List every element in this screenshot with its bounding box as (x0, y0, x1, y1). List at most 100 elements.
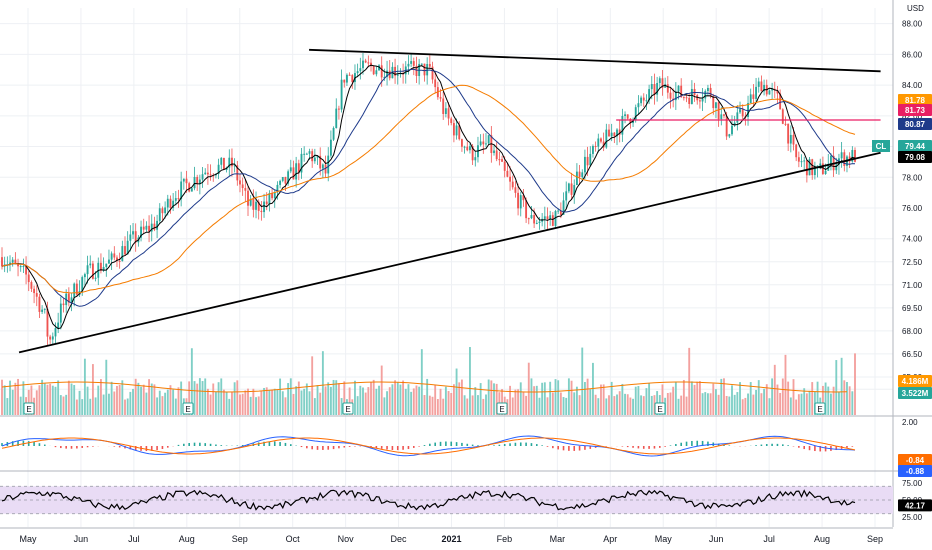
volume-bar (228, 398, 231, 415)
volume-bar (354, 380, 356, 415)
volume-bar (113, 391, 116, 415)
volume-bar (378, 385, 380, 415)
candle-body (164, 207, 167, 214)
candle-body (410, 61, 413, 64)
macd-histogram-bar (594, 446, 597, 448)
volume-bar (469, 347, 471, 415)
candle-body (650, 83, 653, 90)
candle-body (658, 78, 661, 84)
volume-bar (271, 389, 274, 415)
macd-histogram-bar (626, 446, 629, 448)
candle-body (148, 225, 151, 232)
price-tick-label: 66.50 (902, 350, 923, 359)
volume-bar (30, 385, 33, 415)
candle-body (118, 260, 121, 262)
candle-body (158, 208, 161, 221)
volume-bar (701, 393, 704, 415)
price-tag: 79.44 (898, 140, 932, 152)
volume-bar (485, 394, 487, 415)
macd-histogram-bar (455, 442, 458, 446)
candle-body (51, 336, 54, 340)
volume-bar (121, 380, 124, 415)
macd-histogram-bar (669, 445, 672, 446)
macd-histogram-bar (332, 446, 335, 450)
volume-bar (490, 380, 493, 415)
candle-body (161, 208, 164, 214)
candle-body (749, 94, 752, 104)
macd-histogram-bar (814, 446, 816, 452)
candle-body (661, 78, 664, 88)
volume-bar (150, 383, 153, 415)
candle-body (105, 263, 108, 268)
earnings-marker-box (496, 402, 508, 415)
candle-body (236, 165, 239, 181)
volume-bar (501, 389, 503, 415)
candle-body (378, 65, 380, 71)
volume-bar (404, 388, 407, 415)
candle-body (335, 108, 338, 128)
volume-bar (538, 397, 541, 415)
candle-body (501, 159, 503, 162)
volume-bar (479, 383, 482, 415)
volume-bar (827, 386, 830, 415)
volume-bar (509, 385, 511, 415)
price-tag-box (898, 104, 932, 116)
candle-body (46, 308, 49, 337)
volume-bar (731, 385, 733, 415)
candle-body (57, 322, 60, 329)
volume-bar (255, 397, 257, 415)
volume-bar (455, 368, 458, 415)
macd-line (1, 435, 856, 457)
volume-bar (204, 378, 207, 415)
volume-bar (463, 395, 466, 415)
candle-body (715, 102, 717, 109)
volume-bar (51, 385, 54, 415)
candle-body (511, 181, 514, 188)
volume-bar (838, 391, 840, 415)
candle-body (241, 184, 244, 189)
macd-histogram-bar (113, 446, 116, 447)
candle-body (415, 65, 418, 76)
volume-bar (720, 378, 723, 415)
earnings-marker-label: E (817, 405, 822, 414)
candle-body (287, 171, 290, 184)
volume-bar (410, 391, 413, 415)
candle-body (356, 71, 359, 74)
volume-bar (525, 395, 528, 415)
price-tick-label: 84.00 (902, 81, 923, 90)
price-tick-label: 76.00 (902, 204, 923, 213)
candle-body (717, 102, 720, 120)
volume-bar (300, 390, 303, 415)
candle-body (757, 81, 760, 87)
volume-bar (1, 379, 3, 415)
volume-bar (830, 393, 832, 415)
volume-bar (142, 384, 145, 415)
volume-bar (487, 379, 490, 415)
candle-body (182, 178, 185, 182)
candle-body (677, 85, 680, 92)
volume-bar (383, 397, 386, 415)
volume-bar (420, 349, 423, 415)
volume-bar (725, 396, 728, 415)
candle-body (725, 115, 728, 137)
candle-body (190, 188, 193, 192)
candle-body (188, 183, 191, 192)
candle-body (559, 210, 562, 215)
candle-body (121, 246, 124, 262)
candle-body (196, 176, 199, 184)
candle-body (265, 201, 268, 205)
volume-bar (557, 380, 560, 415)
candle-body (327, 155, 330, 174)
candle-body (787, 123, 790, 144)
price-tag-box (898, 94, 932, 106)
volume-bar (600, 384, 602, 415)
volume-bar (292, 393, 295, 415)
volume-bar (148, 379, 151, 415)
candle-body (648, 89, 651, 101)
candle-body (231, 157, 233, 167)
candle-body (142, 226, 145, 230)
volume-bar (511, 397, 514, 415)
price-tag: 80.87 (898, 118, 932, 130)
